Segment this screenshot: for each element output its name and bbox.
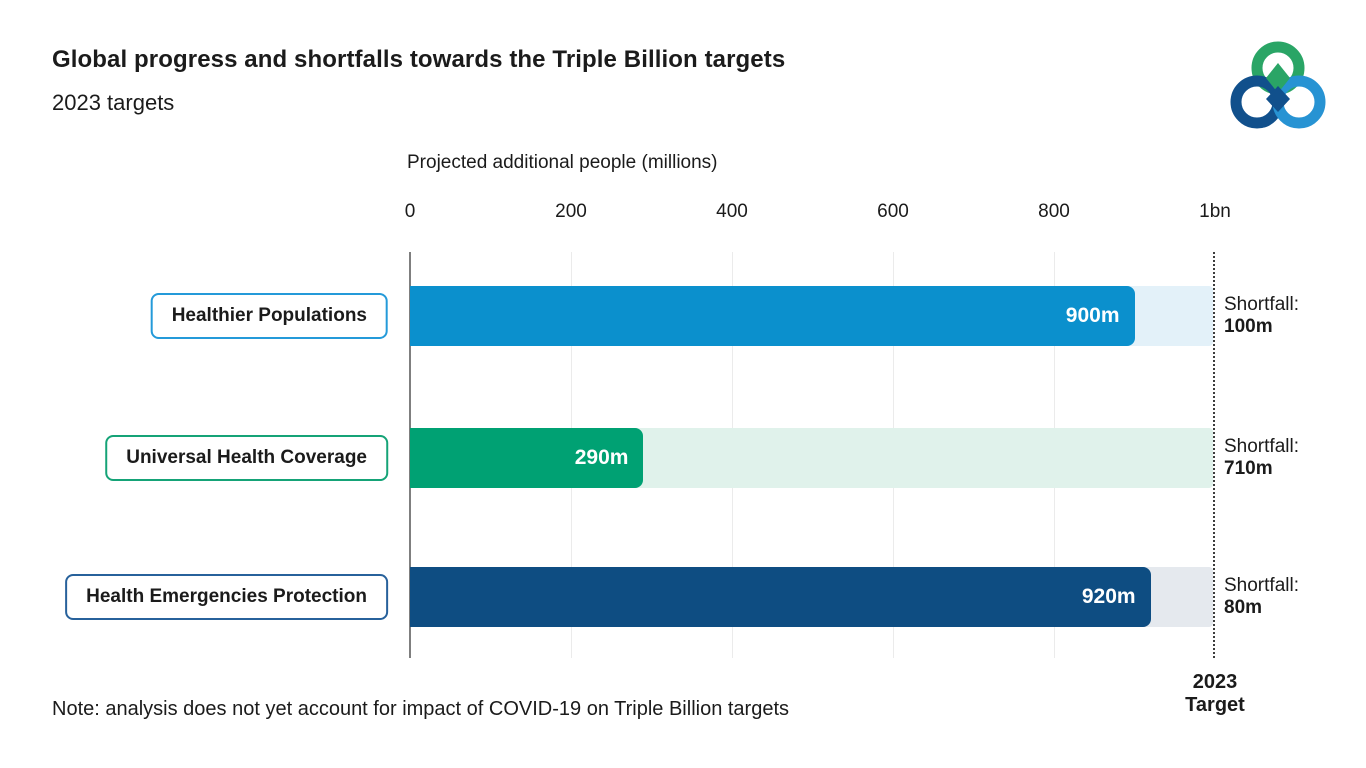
target-dotted-line [1213,252,1215,658]
page-subtitle: 2023 targets [52,90,175,115]
shortfall-label: Shortfall: [1224,294,1299,315]
target-axis-label: 2023 Target [1185,671,1245,717]
progress-bar: 920m [410,567,1151,627]
bar-row-universal-health-coverage: 290m [410,428,1215,488]
shortfall-value: 710m [1224,458,1273,479]
x-tick: 0 [404,201,416,222]
x-axis-title: Projected additional people (millions) [407,152,718,173]
x-axis-ticks: 0 200 400 600 800 1bn [405,201,1231,227]
bar-row-health-emergencies-protection: 920m [410,567,1215,627]
x-tick: 200 [555,201,587,222]
shortfall-annotation: Shortfall: 100m [1224,294,1299,338]
category-label-healthier-populations: Healthier Populations [150,293,388,339]
target-word: Target [1185,694,1245,716]
x-tick: 600 [877,201,909,222]
shortfall-value: 80m [1224,597,1263,618]
bar-row-healthier-populations: 900m [410,286,1215,346]
bar-value-label: 920m [1081,585,1136,608]
footnote: Note: analysis does not yet account for … [52,698,790,720]
target-year: 2023 [1192,671,1238,693]
category-label-universal-health-coverage: Universal Health Coverage [105,435,388,481]
progress-bar: 290m [410,428,644,488]
bar-chart-plot-area: 900m 290m 920m [409,252,1215,658]
bar-value-label: 900m [1065,304,1120,327]
page-title: Global progress and shortfalls towards t… [52,46,786,73]
x-tick: 1bn [1199,201,1231,222]
bar-value-label: 290m [574,446,629,469]
shortfall-annotation: Shortfall: 80m [1224,575,1299,619]
x-tick: 400 [716,201,748,222]
shortfall-label: Shortfall: [1224,436,1299,457]
shortfall-annotation: Shortfall: 710m [1224,436,1299,480]
shortfall-value: 100m [1224,316,1273,337]
x-tick: 800 [1038,201,1070,222]
progress-bar: 900m [410,286,1135,346]
category-label-health-emergencies-protection: Health Emergencies Protection [65,574,388,620]
shortfall-label: Shortfall: [1224,575,1299,596]
triple-billion-logo-icon [1230,41,1326,129]
